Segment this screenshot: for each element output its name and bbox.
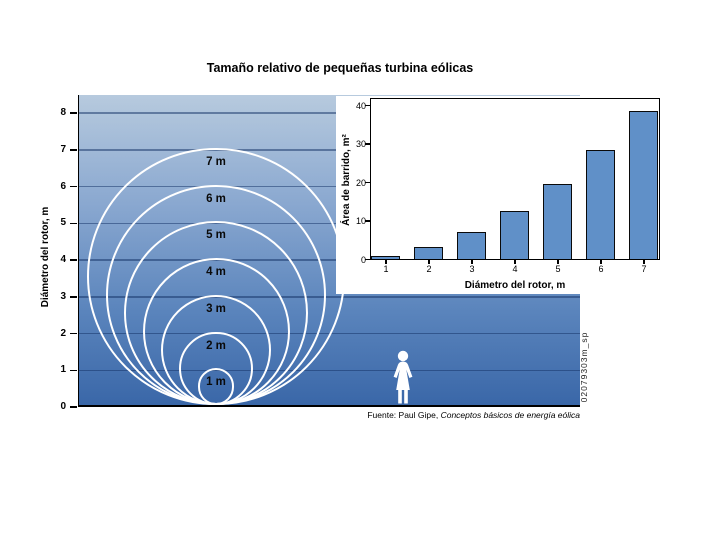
inset-y-tick-label: 20 bbox=[355, 177, 366, 188]
inset-y-tick-label: 0 bbox=[360, 254, 366, 265]
rotor-diameter-label: 5 m bbox=[206, 229, 226, 242]
person-icon bbox=[393, 350, 413, 404]
y-axis-tick bbox=[70, 369, 77, 371]
document-id-watermark: 02079303m_sp bbox=[579, 331, 589, 403]
y-axis-tick bbox=[70, 259, 77, 261]
figure-title: Tamaño relativo de pequeñas turbina eóli… bbox=[206, 61, 474, 75]
y-axis-tick-label: 2 bbox=[60, 327, 66, 339]
area-bar bbox=[414, 247, 443, 259]
y-axis-tick bbox=[70, 185, 77, 188]
rotor-diameter-label: 3 m bbox=[206, 302, 226, 315]
swept-area-plot-area bbox=[370, 98, 660, 260]
inset-x-tick-label: 6 bbox=[598, 264, 604, 274]
gridline bbox=[79, 112, 580, 114]
area-bar bbox=[629, 110, 658, 259]
rotor-diameter-label: 2 m bbox=[206, 339, 226, 352]
inset-x-tick-mark bbox=[600, 260, 602, 264]
inset-x-tick-mark bbox=[643, 260, 645, 264]
inset-y-tick-mark bbox=[365, 258, 370, 261]
rotor-diameter-label: 7 m bbox=[206, 155, 226, 168]
inset-x-tick-label: 5 bbox=[555, 264, 561, 274]
y-axis-tick-label: 0 bbox=[60, 401, 66, 412]
area-bar bbox=[371, 255, 400, 259]
inset-x-tick-label: 3 bbox=[469, 264, 475, 274]
inset-y-tick-label: 30 bbox=[355, 139, 366, 149]
inset-x-tick-label: 2 bbox=[426, 264, 432, 274]
inset-y-tick-label: 10 bbox=[355, 216, 366, 226]
rotor-diameter-label: 6 m bbox=[206, 192, 226, 205]
inset-y-tick-mark bbox=[365, 104, 370, 107]
y-axis-tick bbox=[70, 222, 77, 224]
area-bar bbox=[586, 150, 615, 259]
inset-y-tick-label: 40 bbox=[355, 100, 366, 111]
y-axis-tick-label: 3 bbox=[60, 290, 66, 302]
inset-x-tick-mark bbox=[471, 260, 473, 264]
gridline bbox=[79, 185, 580, 188]
inset-x-axis-label: Diámetro del rotor, m bbox=[464, 280, 566, 291]
y-axis-tick-label: 6 bbox=[60, 180, 66, 192]
y-axis-tick-label: 1 bbox=[60, 364, 66, 376]
y-axis-tick bbox=[70, 406, 77, 408]
area-bar bbox=[457, 231, 486, 259]
inset-y-tick-mark bbox=[365, 143, 370, 145]
inset-y-tick-mark bbox=[365, 220, 370, 222]
inset-y-tick-mark bbox=[365, 181, 370, 184]
rotor-diameter-label: 4 m bbox=[206, 266, 226, 278]
source-prefix: Fuente: Paul Gipe, bbox=[367, 410, 441, 420]
rotor-diameter-label: 1 m bbox=[206, 376, 226, 389]
swept-area-chart: Área de barrido, m² Diámetro del rotor, … bbox=[336, 96, 664, 294]
y-axis-tick bbox=[70, 149, 77, 151]
y-axis-tick-label: 5 bbox=[60, 217, 66, 229]
inset-x-tick-label: 1 bbox=[383, 264, 389, 274]
inset-x-tick-mark bbox=[385, 260, 387, 264]
area-bar bbox=[500, 210, 529, 259]
gridline bbox=[79, 369, 580, 371]
y-axis-tick-label: 8 bbox=[60, 107, 66, 118]
y-axis-tick bbox=[70, 296, 77, 298]
y-axis-tick-label: 4 bbox=[60, 254, 66, 265]
inset-x-tick-mark bbox=[514, 260, 516, 264]
inset-x-tick-label: 4 bbox=[512, 264, 518, 274]
source-book-title: Conceptos básicos de energía eólica bbox=[440, 410, 580, 420]
inset-x-tick-mark bbox=[428, 260, 430, 264]
inset-x-tick-mark bbox=[557, 260, 559, 264]
y-axis-tick bbox=[70, 112, 77, 114]
area-bar bbox=[543, 183, 572, 259]
y-axis-tick-label: 7 bbox=[60, 143, 66, 155]
inset-x-tick-label: 7 bbox=[641, 264, 647, 274]
y-axis-tick bbox=[70, 332, 77, 335]
source-caption: Fuente: Paul Gipe, Conceptos básicos de … bbox=[280, 410, 580, 420]
gridline bbox=[79, 149, 580, 151]
